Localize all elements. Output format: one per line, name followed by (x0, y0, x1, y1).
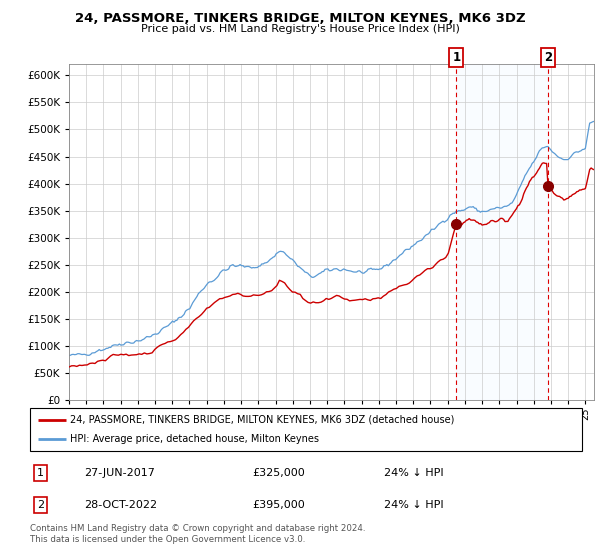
Text: Price paid vs. HM Land Registry's House Price Index (HPI): Price paid vs. HM Land Registry's House … (140, 24, 460, 34)
Text: 27-JUN-2017: 27-JUN-2017 (84, 468, 155, 478)
Text: 24, PASSMORE, TINKERS BRIDGE, MILTON KEYNES, MK6 3DZ (detached house): 24, PASSMORE, TINKERS BRIDGE, MILTON KEY… (70, 415, 454, 424)
Text: 1: 1 (452, 52, 460, 64)
Bar (456, 64, 548, 400)
Text: 28-OCT-2022: 28-OCT-2022 (84, 500, 157, 510)
Text: 24% ↓ HPI: 24% ↓ HPI (384, 500, 443, 510)
Text: 1: 1 (37, 468, 44, 478)
Text: £325,000: £325,000 (252, 468, 305, 478)
Text: £395,000: £395,000 (252, 500, 305, 510)
Text: 24, PASSMORE, TINKERS BRIDGE, MILTON KEYNES, MK6 3DZ: 24, PASSMORE, TINKERS BRIDGE, MILTON KEY… (74, 12, 526, 25)
Text: 24% ↓ HPI: 24% ↓ HPI (384, 468, 443, 478)
Text: Contains HM Land Registry data © Crown copyright and database right 2024.
This d: Contains HM Land Registry data © Crown c… (30, 524, 365, 544)
Text: 2: 2 (544, 52, 552, 64)
Text: 2: 2 (37, 500, 44, 510)
Text: HPI: Average price, detached house, Milton Keynes: HPI: Average price, detached house, Milt… (70, 435, 319, 444)
